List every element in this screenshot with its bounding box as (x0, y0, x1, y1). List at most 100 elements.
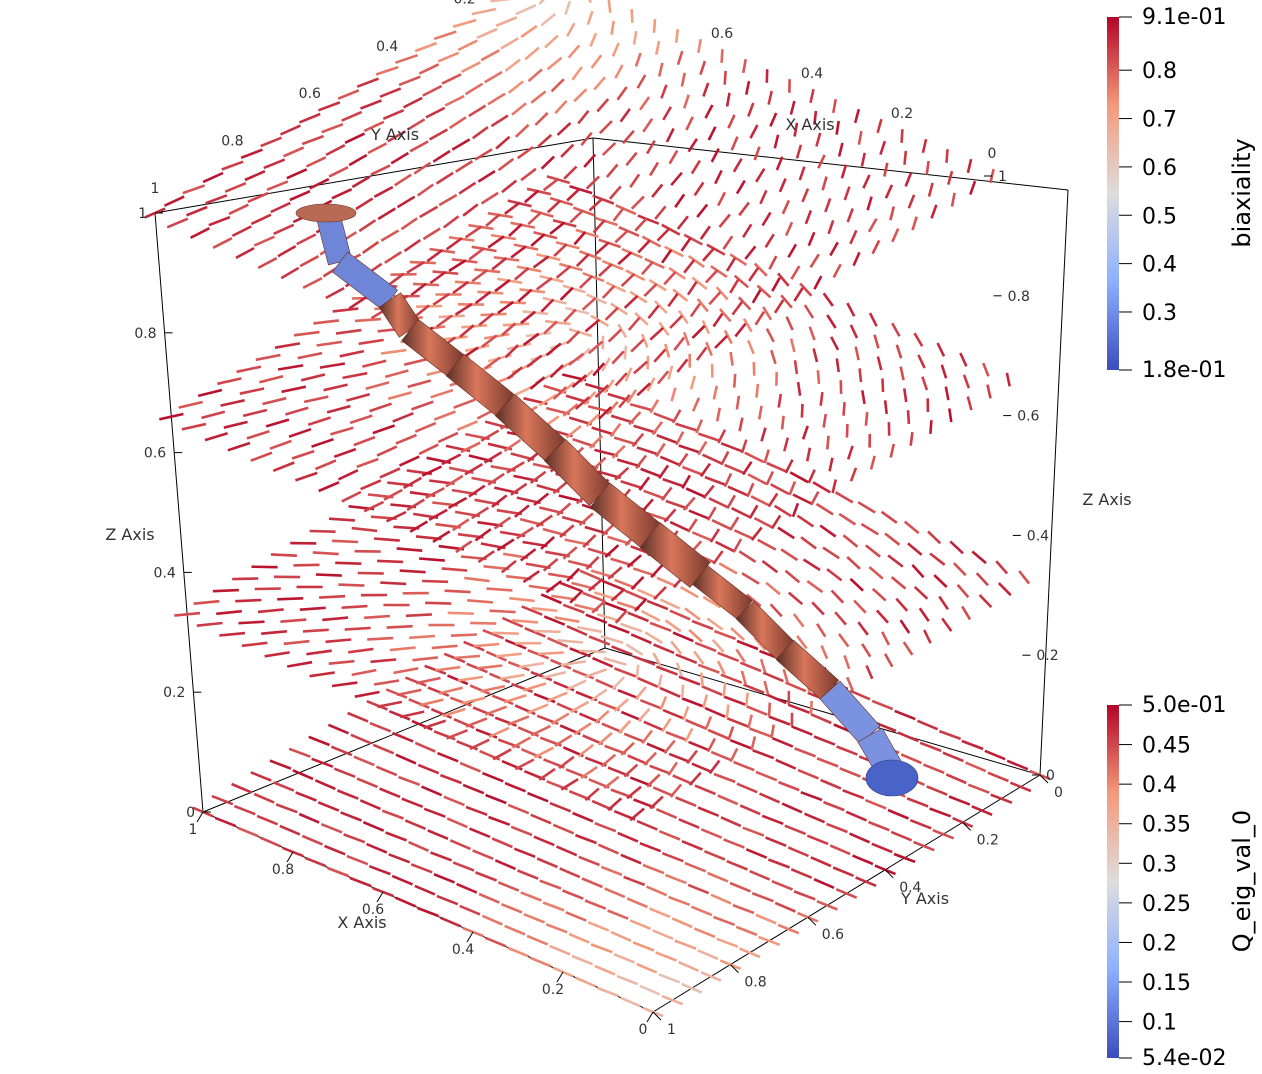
director-glyph (919, 741, 942, 753)
director-glyph (644, 257, 665, 269)
director-glyph (655, 665, 678, 676)
director-glyph (386, 624, 413, 629)
director-glyph (742, 826, 765, 837)
director-glyph (640, 609, 661, 622)
director-glyph (205, 194, 228, 205)
director-glyph (494, 716, 517, 727)
director-glyph (961, 605, 972, 621)
director-glyph (709, 528, 721, 543)
director-glyph (311, 437, 334, 448)
director-glyph (629, 919, 652, 931)
director-glyph (501, 322, 517, 337)
y-axis-title: Y Axis (900, 889, 949, 908)
director-glyph (702, 484, 715, 500)
director-glyph (625, 643, 644, 656)
director-glyph (576, 625, 602, 634)
director-glyph (600, 865, 623, 877)
director-glyph (927, 182, 934, 197)
director-glyph (646, 742, 668, 754)
director-glyph (646, 773, 661, 788)
director-glyph (813, 110, 818, 125)
director-glyph (895, 344, 903, 359)
director-glyph (853, 599, 867, 614)
director-glyph (868, 566, 884, 580)
director-glyph (630, 575, 645, 591)
director-glyph (527, 791, 549, 803)
director-glyph (595, 678, 617, 690)
director-glyph (236, 365, 262, 374)
director-glyph (328, 166, 349, 178)
director-glyph (430, 851, 453, 862)
director-glyph (656, 370, 670, 385)
director-glyph (452, 280, 469, 295)
director-glyph (826, 822, 848, 834)
director-glyph (280, 618, 307, 623)
director-glyph (891, 228, 900, 243)
director-glyph (696, 298, 709, 313)
director-glyph (990, 793, 1013, 804)
director-glyph (846, 556, 861, 570)
director-glyph (706, 617, 724, 631)
director-glyph (868, 820, 890, 832)
director-glyph (837, 633, 850, 648)
director-glyph (578, 855, 600, 867)
director-glyph (573, 722, 592, 736)
director-glyph (443, 795, 465, 807)
director-glyph (343, 833, 366, 844)
director-glyph (639, 698, 662, 710)
x-tick-mark (286, 851, 294, 863)
director-glyph (636, 819, 658, 831)
director-glyph (749, 727, 772, 738)
director-glyph (174, 611, 201, 617)
director-glyph (495, 652, 522, 658)
director-glyph (501, 179, 518, 194)
y-tick-label: 0.2 (977, 832, 999, 848)
director-glyph (889, 443, 896, 458)
director-glyph (580, 131, 593, 147)
director-glyph (510, 245, 527, 259)
director-glyph (645, 511, 669, 522)
director-glyph (501, 616, 524, 628)
director-glyph (687, 518, 698, 533)
director-glyph (569, 589, 584, 604)
director-glyph (642, 863, 665, 875)
director-glyph (938, 729, 962, 741)
director-glyph (265, 418, 290, 428)
director-glyph (768, 715, 791, 726)
director-glyph (530, 208, 554, 218)
director-glyph (406, 261, 425, 274)
director-glyph (515, 4, 537, 16)
director-glyph (652, 929, 674, 941)
director-glyph (605, 281, 627, 293)
director-glyph (544, 319, 571, 326)
colorbar-q-eig-val-gradient (1107, 705, 1119, 1058)
director-glyph (630, 633, 652, 645)
director-glyph (906, 410, 911, 424)
director-glyph (701, 453, 723, 465)
director-glyph (855, 876, 877, 888)
director-glyph (643, 720, 665, 732)
director-glyph (720, 442, 743, 453)
director-glyph (426, 248, 444, 263)
director-glyph (506, 366, 524, 380)
director-glyph (701, 694, 709, 709)
director-glyph (491, 837, 513, 849)
director-glyph (537, 133, 553, 148)
director-glyph (755, 770, 778, 782)
director-glyph (717, 794, 739, 806)
director-glyph (418, 63, 440, 75)
director-glyph (636, 962, 658, 974)
director-glyph (398, 455, 420, 467)
director-glyph (835, 120, 840, 135)
director-glyph (450, 633, 477, 637)
z-tick-label: 0.8 (134, 326, 156, 342)
director-glyph (876, 118, 883, 134)
director-glyph (214, 816, 237, 828)
director-glyph (395, 433, 417, 445)
director-glyph (538, 0, 545, 5)
director-glyph (926, 785, 948, 796)
director-glyph (239, 387, 265, 395)
director-glyph (388, 709, 411, 721)
director-glyph (626, 389, 638, 404)
